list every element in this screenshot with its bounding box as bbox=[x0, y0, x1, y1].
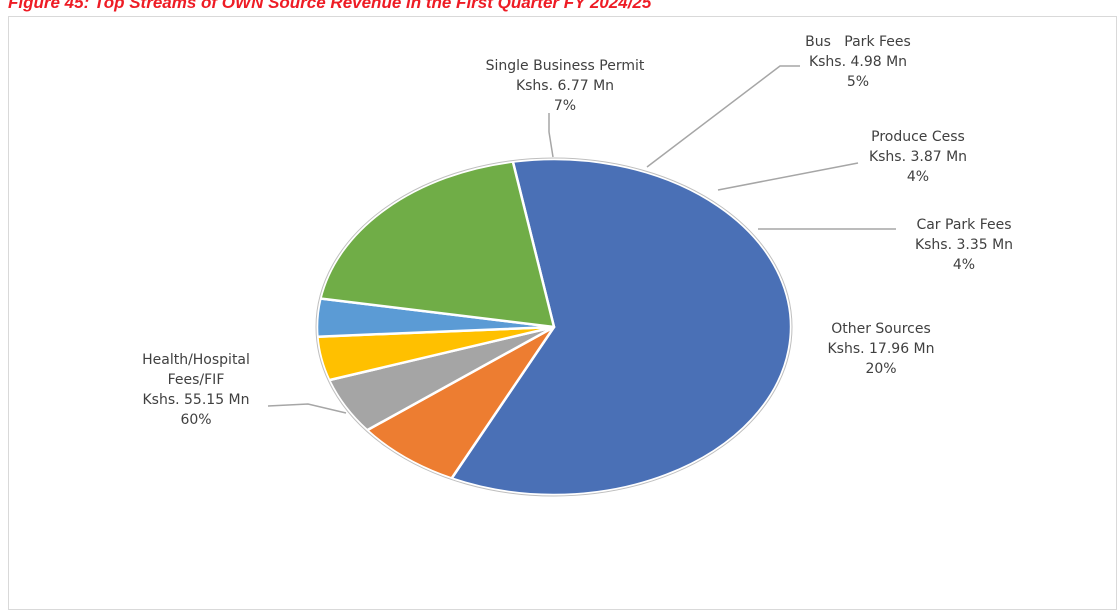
slice-label-0-name-line2: Fees/FIF bbox=[168, 372, 225, 388]
slice-label-2-amount: Kshs. 4.98 Mn bbox=[809, 54, 907, 70]
slice-label-1-percent: 7% bbox=[554, 98, 576, 114]
slice-label-4-name: Car Park Fees bbox=[916, 217, 1011, 233]
data-label-car-park-fees: Car Park Fees Kshs. 3.35 Mn 4% bbox=[915, 217, 1013, 273]
slice-label-1-amount: Kshs. 6.77 Mn bbox=[516, 78, 614, 94]
leader-line-health bbox=[267, 403, 347, 414]
data-label-health: Health/Hospital Fees/FIF Kshs. 55.15 Mn … bbox=[142, 352, 250, 428]
slice-label-0-percent: 60% bbox=[180, 412, 211, 428]
leader-line-bus-park-fees bbox=[646, 65, 800, 168]
data-label-other-sources: Other Sources Kshs. 17.96 Mn 20% bbox=[827, 321, 934, 377]
slice-label-3-name: Produce Cess bbox=[871, 129, 965, 145]
slice-label-3-percent: 4% bbox=[907, 169, 929, 185]
slice-label-0-name-line1: Health/Hospital bbox=[142, 352, 250, 368]
pie-slice-health-hospital bbox=[450, 157, 793, 497]
slice-label-1-name: Single Business Permit bbox=[486, 58, 645, 74]
slice-label-5-amount: Kshs. 17.96 Mn bbox=[827, 341, 934, 357]
slice-label-4-amount: Kshs. 3.35 Mn bbox=[915, 237, 1013, 253]
pie-slices bbox=[315, 157, 793, 497]
slice-label-4-percent: 4% bbox=[953, 257, 975, 273]
leader-lines bbox=[267, 65, 896, 414]
slice-label-5-name: Other Sources bbox=[831, 321, 931, 337]
pie-outline bbox=[315, 157, 793, 497]
slice-label-5-percent: 20% bbox=[865, 361, 896, 377]
leader-line-single-business-permit bbox=[548, 113, 554, 158]
slice-label-2-percent: 5% bbox=[847, 74, 869, 90]
data-label-produce-cess: Produce Cess Kshs. 3.87 Mn 4% bbox=[869, 129, 967, 185]
slice-label-0-amount: Kshs. 55.15 Mn bbox=[142, 392, 249, 408]
leader-line-produce-cess bbox=[717, 162, 859, 191]
slice-label-2-name: Bus Park Fees bbox=[805, 34, 911, 50]
pie-slice-other-sources bbox=[319, 160, 556, 329]
data-label-bus-park-fees: Bus Park Fees Kshs. 4.98 Mn 5% bbox=[805, 34, 911, 90]
slice-label-3-amount: Kshs. 3.87 Mn bbox=[869, 149, 967, 165]
figure-title: Figure 45: Top Streams of OWN Source Rev… bbox=[8, 0, 652, 12]
pie-slice-single-business-permit bbox=[365, 325, 556, 480]
data-label-single-business-permit: Single Business Permit Kshs. 6.77 Mn 7% bbox=[486, 58, 645, 114]
